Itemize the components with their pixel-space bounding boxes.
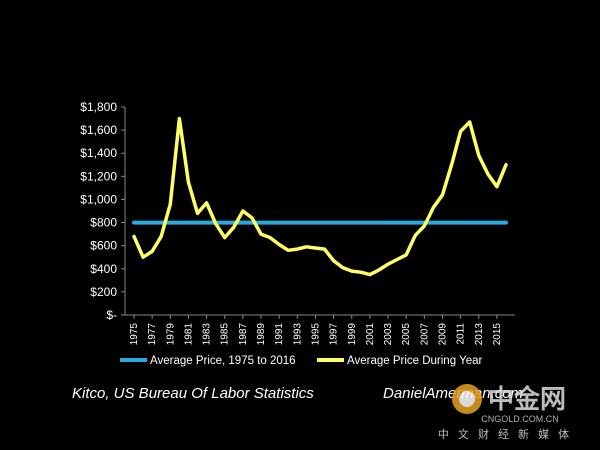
series-line-average-during-year: [132, 116, 508, 277]
watermark-domain: CNGOLD.COM.CN: [481, 414, 559, 424]
source-note: Kitco, US Bureau Of Labor Statistics: [72, 385, 314, 402]
y-tick-label: $1,000: [80, 192, 117, 206]
plot-area: [132, 116, 508, 277]
watermark-logo: 中金网 CNGOLD.COM.CN 中 文 财 经 新 媒 体: [438, 384, 572, 441]
x-tick-label: 1995: [310, 323, 321, 346]
chart-title: Inflation-Adjusted Price Of Gold, 1975-2…: [107, 54, 494, 76]
x-tick-label: 1987: [238, 323, 249, 346]
legend-label-average-during-year: Average Price During Year: [347, 355, 482, 367]
x-axis: 1975 1977 1979 1981 1983 1985 1987 1989 1991 1993…: [129, 315, 503, 345]
x-tick-label: 2003: [383, 323, 394, 346]
watermark-tagline: 中 文 财 经 新 媒 体: [438, 427, 572, 441]
brand-credit: DanielAmerman.com: [383, 385, 523, 402]
x-tick-label: 1997: [329, 323, 340, 346]
x-tick-label: 1981: [183, 323, 194, 346]
chart-subtitle: 2012 Dollars, 2016 Gold Is August: [201, 76, 399, 91]
x-tick-label: 2011: [456, 323, 467, 345]
x-tick-label: 1975: [129, 323, 140, 346]
y-tick-label: $1,200: [80, 169, 117, 183]
x-tick-label: 1979: [165, 323, 176, 346]
y-tick-label: $1,600: [80, 123, 117, 137]
watermark-logo-text: 中金网: [488, 384, 566, 414]
y-tick-label: $1,800: [80, 100, 117, 114]
x-tick-label: 1977: [147, 323, 158, 346]
x-tick-label: 1999: [347, 323, 358, 346]
y-tick-label: $800: [90, 216, 117, 230]
x-tick-label: 2005: [401, 323, 412, 346]
legend-label-average-1975-2016: Average Price, 1975 to 2016: [150, 355, 296, 367]
y-tick-label: $1,400: [80, 146, 117, 160]
x-tick-label: 2007: [419, 323, 430, 346]
legend: Average Price, 1975 to 2016 Average Pric…: [120, 355, 482, 367]
y-axis: $- $200 $400 $600 $800 $1,000 $1,200 $1,400 $1,6…: [80, 100, 125, 322]
x-tick-label: 1991: [274, 323, 285, 346]
x-tick-label: 2015: [492, 323, 503, 346]
x-tick-label: 2009: [437, 323, 448, 346]
x-tick-label: 1989: [256, 323, 267, 346]
y-tick-label: $400: [90, 262, 117, 276]
x-tick-label: 2013: [474, 323, 485, 346]
x-tick-label: 1985: [220, 323, 231, 346]
y-tick-label: $200: [90, 285, 117, 299]
y-tick-label: $600: [90, 239, 117, 253]
x-tick-label: 1983: [202, 323, 213, 346]
x-tick-label: 1993: [292, 323, 303, 346]
x-tick-label: 2001: [365, 323, 376, 346]
y-tick-label: $-: [106, 308, 117, 322]
